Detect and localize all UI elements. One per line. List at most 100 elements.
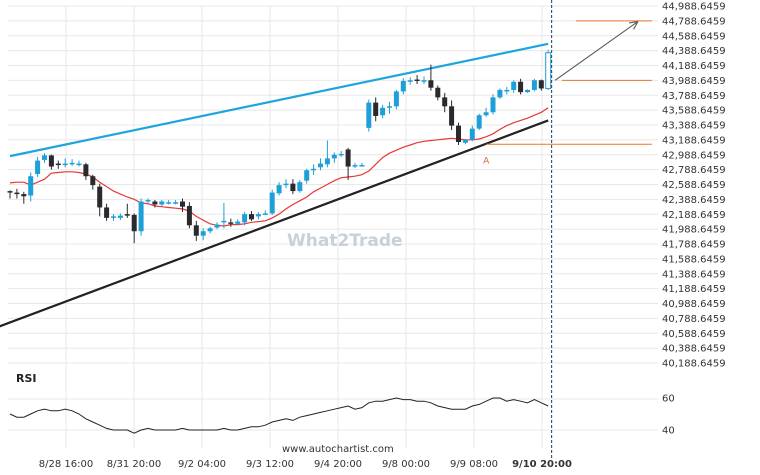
support-line (0, 119, 549, 328)
x-tick-label: 9/3 12:00 (246, 459, 294, 470)
y-tick-label: 43,388.6459 (662, 121, 726, 132)
resistance-line (9, 42, 549, 158)
x-tick-label: 9/9 08:00 (450, 459, 498, 470)
candle (207, 228, 213, 232)
moving-average (9, 107, 549, 227)
candle (117, 215, 123, 218)
y-tick-label: 43,988.6459 (662, 76, 726, 87)
candle (159, 201, 165, 205)
candle (469, 128, 475, 140)
candle (35, 160, 41, 174)
y-tick-label: 42,188.6459 (662, 210, 726, 221)
candle (48, 155, 54, 167)
y-axis: 44,988.6459 44,788.6459 44,588.6459 44,388.… (662, 2, 726, 370)
ma-line (9, 107, 549, 227)
y-tick-label: 42,988.6459 (662, 150, 726, 161)
candle (531, 80, 537, 90)
candle (269, 192, 275, 214)
candle (124, 214, 130, 216)
candle (62, 163, 68, 166)
candle (449, 106, 455, 126)
candle (400, 81, 406, 92)
candle (131, 214, 137, 232)
watermark-text: What2Trade (287, 231, 403, 251)
candle (304, 170, 310, 181)
y-tick-label: 44,788.6459 (662, 16, 726, 27)
candle (97, 186, 103, 208)
candle (104, 207, 110, 218)
candles (7, 49, 552, 244)
candle (283, 183, 289, 186)
candle (456, 125, 461, 143)
candle (180, 201, 185, 207)
candle (200, 231, 206, 236)
candle (421, 80, 427, 82)
source-text: www.autochartist.com (282, 444, 394, 455)
x-tick-label: 8/28 16:00 (39, 459, 93, 470)
rsi-title: RSI (16, 372, 37, 385)
pattern-point-label: A (483, 157, 490, 167)
y-tick-label: 40,588.6459 (662, 329, 726, 340)
candle (173, 202, 179, 204)
candle (462, 139, 468, 143)
candle (373, 102, 379, 116)
y-tick-label: 41,388.6459 (662, 269, 726, 280)
y-tick-label: 41,188.6459 (662, 284, 726, 295)
candle (518, 81, 524, 93)
candle (318, 163, 323, 168)
rsi-panel: RSI 60 40 (9, 372, 675, 437)
candle (442, 97, 448, 107)
candle (255, 214, 261, 217)
candle (83, 164, 89, 177)
y-tick-label: 42,788.6459 (662, 165, 726, 176)
grid (8, 5, 658, 448)
candle (504, 89, 510, 92)
candle (76, 163, 82, 166)
rsi-tick-label: 60 (662, 394, 675, 405)
price-levels: A (483, 20, 652, 167)
y-tick-label: 43,188.6459 (662, 135, 726, 146)
candle (235, 221, 241, 224)
candle (249, 214, 254, 220)
source-layer: www.autochartist.com (282, 444, 394, 455)
candle (490, 97, 496, 113)
rsi-tick-label: 40 (662, 426, 675, 437)
y-tick-label: 40,188.6459 (662, 359, 726, 370)
candle (380, 107, 386, 116)
candle (111, 216, 116, 218)
candle (166, 202, 172, 204)
candle (497, 89, 503, 98)
y-tick-label: 43,788.6459 (662, 91, 726, 102)
projection-line (554, 21, 639, 81)
candle-current (545, 52, 552, 89)
candle (186, 205, 192, 226)
candle (262, 213, 268, 215)
candle (407, 80, 413, 82)
candle (297, 182, 303, 192)
candle (338, 153, 344, 156)
candle (359, 165, 365, 167)
candle (476, 115, 482, 129)
x-tick-label: 9/8 00:00 (382, 459, 430, 470)
candle (276, 185, 282, 194)
candle (387, 106, 392, 108)
candle (483, 112, 489, 116)
candle (525, 89, 530, 93)
y-tick-label: 40,988.6459 (662, 299, 726, 310)
rsi-line (9, 397, 549, 434)
candle (366, 102, 372, 128)
y-tick-label: 44,388.6459 (662, 46, 726, 57)
candle (428, 80, 434, 88)
y-tick-label: 43,588.6459 (662, 106, 726, 117)
y-tick-label: 41,588.6459 (662, 254, 726, 265)
y-tick-label: 41,988.6459 (662, 225, 726, 236)
candle (193, 225, 199, 236)
x-tick-label: 9/10 20:00 (512, 459, 572, 470)
candle (7, 191, 13, 193)
x-axis: 8/28 16:00 8/31 20:00 9/2 04:00 9/3 12:00 9/… (39, 459, 572, 470)
y-tick-label: 42,588.6459 (662, 180, 726, 191)
candle (145, 200, 151, 202)
watermark-layer: What2Trade (287, 231, 403, 251)
